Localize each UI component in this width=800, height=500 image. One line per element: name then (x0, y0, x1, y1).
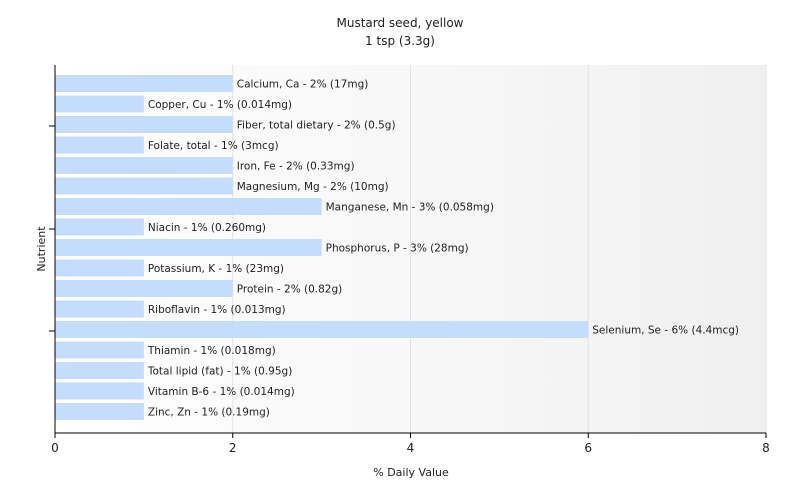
bar-15 (55, 382, 144, 400)
x-tick-label-2: 4 (407, 441, 415, 455)
bar-6 (55, 198, 322, 215)
bar-label-7: Niacin - 1% (0.260mg) (148, 222, 266, 234)
chart-subtitle: 1 tsp (3.3g) (365, 34, 435, 48)
bar-label-3: Folate, total - 1% (3mcg) (148, 140, 279, 152)
bar-4 (55, 157, 233, 174)
bar-label-12: Selenium, Se - 6% (4.4mcg) (592, 325, 739, 337)
bar-11 (55, 300, 144, 318)
bar-12 (55, 321, 589, 338)
bars-group (55, 75, 589, 420)
bar-label-13: Thiamin - 1% (0.018mg) (147, 345, 276, 357)
bar-14 (55, 362, 144, 379)
bar-16 (55, 403, 144, 420)
x-tick-label-1: 2 (229, 441, 237, 455)
bar-label-14: Total lipid (fat) - 1% (0.95g) (147, 366, 292, 378)
bar-1 (55, 95, 144, 113)
bar-0 (55, 75, 233, 92)
chart-title: Mustard seed, yellow (337, 16, 464, 30)
bar-label-15: Vitamin B-6 - 1% (0.014mg) (148, 386, 295, 398)
y-axis-label: Nutrient (35, 226, 48, 272)
axes-group (49, 65, 767, 438)
bar-5 (55, 177, 233, 195)
x-tick-labels: 0 2 4 6 8 (51, 441, 770, 455)
bar-7 (55, 218, 144, 236)
bar-label-2: Fiber, total dietary - 2% (0.5g) (237, 120, 396, 132)
bar-2 (55, 116, 233, 133)
bar-label-16: Zinc, Zn - 1% (0.19mg) (148, 407, 270, 419)
bar-label-9: Potassium, K - 1% (23mg) (148, 263, 284, 275)
bar-8 (55, 239, 322, 256)
bar-label-1: Copper, Cu - 1% (0.014mg) (148, 99, 292, 111)
x-axis-label: % Daily Value (373, 466, 449, 479)
x-tick-label-4: 8 (762, 441, 770, 455)
bar-10 (55, 280, 233, 297)
bar-9 (55, 259, 144, 277)
bar-label-4: Iron, Fe - 2% (0.33mg) (237, 161, 355, 173)
bar-13 (55, 341, 144, 359)
bar-label-5: Magnesium, Mg - 2% (10mg) (237, 181, 389, 193)
bar-label-6: Manganese, Mn - 3% (0.058mg) (326, 202, 494, 214)
bar-3 (55, 136, 144, 154)
x-tick-label-3: 6 (584, 441, 592, 455)
x-tick-label-0: 0 (51, 441, 59, 455)
bar-labels-group: Calcium, Ca - 2% (17mg) Copper, Cu - 1% (… (147, 79, 739, 419)
bar-label-8: Phosphorus, P - 3% (28mg) (326, 243, 469, 255)
bar-label-11: Riboflavin - 1% (0.013mg) (148, 304, 286, 316)
bar-label-0: Calcium, Ca - 2% (17mg) (237, 79, 369, 91)
bar-label-10: Protein - 2% (0.82g) (237, 284, 343, 296)
